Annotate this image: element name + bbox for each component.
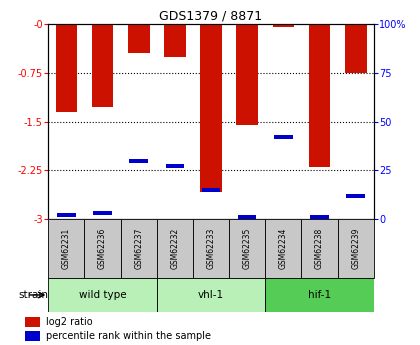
Bar <box>265 278 374 312</box>
Bar <box>165 165 184 168</box>
Text: GSM62236: GSM62236 <box>98 228 107 269</box>
Bar <box>92 24 113 107</box>
Bar <box>128 24 150 53</box>
Bar <box>129 159 148 162</box>
Text: GSM62235: GSM62235 <box>243 228 252 269</box>
FancyBboxPatch shape <box>338 219 374 278</box>
Bar <box>236 24 258 125</box>
Text: GSM62233: GSM62233 <box>207 228 215 269</box>
Bar <box>164 24 186 57</box>
Text: strain: strain <box>18 290 48 300</box>
Title: GDS1379 / 8871: GDS1379 / 8871 <box>160 10 262 23</box>
Text: GSM62232: GSM62232 <box>171 228 179 269</box>
Bar <box>93 211 112 215</box>
FancyBboxPatch shape <box>193 219 229 278</box>
FancyBboxPatch shape <box>121 219 157 278</box>
Bar <box>202 188 220 192</box>
FancyBboxPatch shape <box>265 219 302 278</box>
Text: wild type: wild type <box>79 290 126 300</box>
Bar <box>24 317 40 327</box>
Text: log2 ratio: log2 ratio <box>46 317 92 327</box>
Bar <box>55 24 77 112</box>
Bar <box>157 278 265 312</box>
Bar <box>274 135 293 139</box>
Text: GSM62237: GSM62237 <box>134 228 143 269</box>
Text: vhl-1: vhl-1 <box>198 290 224 300</box>
Bar <box>346 194 365 198</box>
Bar <box>238 215 257 219</box>
Text: GSM62231: GSM62231 <box>62 228 71 269</box>
FancyBboxPatch shape <box>84 219 121 278</box>
Text: GSM62239: GSM62239 <box>351 228 360 269</box>
Bar <box>309 24 331 167</box>
Bar <box>24 331 40 341</box>
Bar <box>200 24 222 192</box>
Text: GSM62238: GSM62238 <box>315 228 324 269</box>
FancyBboxPatch shape <box>302 219 338 278</box>
Text: GSM62234: GSM62234 <box>279 228 288 269</box>
FancyBboxPatch shape <box>157 219 193 278</box>
Bar <box>57 213 76 217</box>
Bar <box>310 215 329 219</box>
Text: hif-1: hif-1 <box>308 290 331 300</box>
FancyBboxPatch shape <box>229 219 265 278</box>
Bar <box>48 278 157 312</box>
Bar <box>345 24 367 73</box>
Bar <box>273 24 294 27</box>
Text: percentile rank within the sample: percentile rank within the sample <box>46 331 211 341</box>
FancyBboxPatch shape <box>48 219 84 278</box>
